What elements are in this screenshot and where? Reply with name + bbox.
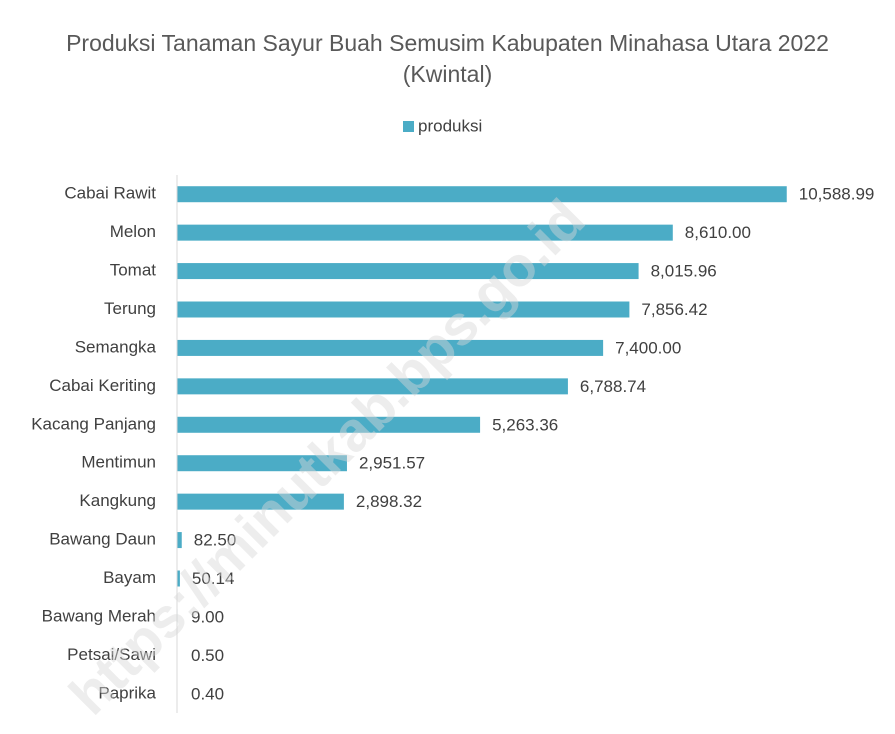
bar (177, 455, 347, 472)
y-tick-label: Paprika (98, 683, 156, 702)
data-label: 82.50 (194, 531, 237, 550)
y-tick-label: Cabai Rawit (64, 184, 156, 203)
data-label: 6,788.74 (580, 377, 646, 396)
y-tick-label: Petsai/Sawi (67, 645, 156, 664)
data-label: 2,951.57 (359, 454, 425, 473)
y-tick-label: Cabai Keriting (49, 376, 156, 395)
data-label: 7,856.42 (641, 300, 707, 319)
y-tick-label: Terung (104, 299, 156, 318)
y-tick-label: Bawang Merah (42, 606, 156, 625)
y-tick-label: Mentimun (81, 453, 156, 472)
data-label: 2,898.32 (356, 492, 422, 511)
data-label: 8,610.00 (685, 223, 751, 242)
y-tick-label: Melon (110, 222, 156, 241)
data-label: 50.14 (192, 569, 235, 588)
bar (177, 263, 639, 280)
data-label: 0.50 (191, 646, 224, 665)
data-label: 5,263.36 (492, 415, 558, 434)
legend-label: produksi (418, 116, 482, 135)
y-tick-label: Bawang Daun (49, 530, 156, 549)
bar (177, 570, 180, 587)
bar (177, 301, 630, 318)
y-tick-label: Tomat (110, 261, 157, 280)
data-label: 0.40 (191, 684, 224, 703)
bar (177, 416, 481, 433)
bar (177, 186, 787, 203)
data-label: 9.00 (191, 607, 224, 626)
y-tick-label: Bayam (103, 568, 156, 587)
y-tick-label: Kangkung (79, 491, 156, 510)
data-label: 7,400.00 (615, 338, 681, 357)
y-tick-label: Semangka (75, 337, 157, 356)
chart-title: Produksi Tanaman Sayur Buah Semusim Kabu… (66, 30, 829, 87)
bar (177, 493, 344, 510)
y-tick-label: Kacang Panjang (31, 414, 156, 433)
bar (177, 339, 604, 356)
bar (177, 224, 673, 241)
bar (177, 378, 568, 395)
data-label: 8,015.96 (651, 262, 717, 281)
bar (177, 532, 182, 549)
legend-swatch (403, 121, 414, 132)
data-label: 10,588.99 (799, 185, 875, 204)
